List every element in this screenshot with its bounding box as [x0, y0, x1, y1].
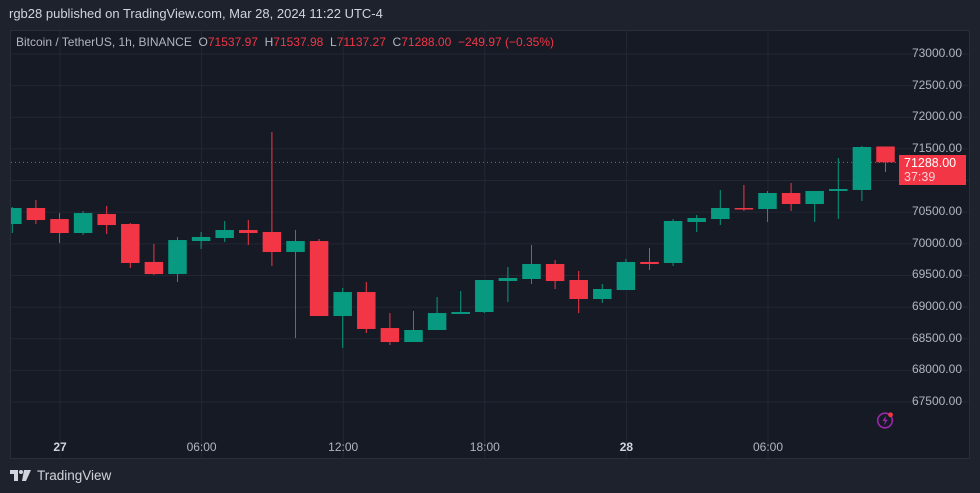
symbol-name: Bitcoin / TetherUS, 1h, BINANCE — [16, 35, 192, 49]
close-label: C — [392, 35, 402, 49]
candle — [215, 220, 234, 242]
price-tick-label: 71500.00 — [911, 140, 962, 155]
candle — [11, 206, 22, 233]
candle — [663, 219, 683, 267]
bar-countdown: 37:39 — [904, 170, 936, 184]
open-value: 71537.97 — [207, 35, 258, 49]
candle — [616, 259, 636, 291]
candle — [498, 266, 518, 303]
price-tick-label: 72000.00 — [911, 109, 962, 124]
candle — [333, 287, 352, 349]
candle — [475, 280, 494, 314]
close-value: 71288.00 — [401, 35, 452, 49]
price-tick-label: 67500.00 — [911, 394, 962, 408]
time-tick-label: 28 — [619, 440, 634, 454]
price-tick-label: 70000.00 — [911, 235, 962, 250]
candle — [191, 231, 211, 250]
candles — [11, 132, 895, 349]
candle — [309, 239, 329, 317]
candle — [144, 244, 164, 276]
price-tick-label: 70500.00 — [911, 204, 962, 219]
candle — [239, 220, 258, 246]
time-tick-label: 27 — [53, 440, 67, 454]
candle — [545, 259, 565, 289]
candle — [97, 205, 116, 235]
candle — [522, 245, 541, 284]
high-label: H — [264, 35, 274, 49]
candle — [286, 230, 305, 339]
last-price-tag: 71288.00 37:39 — [899, 155, 966, 185]
candle — [50, 213, 69, 243]
candle — [121, 223, 140, 268]
time-tick-label: 06:00 — [752, 440, 784, 454]
candle — [26, 200, 46, 225]
candle — [805, 190, 824, 222]
lightning-alert-icon[interactable] — [876, 411, 894, 429]
price-tick-label: 68000.00 — [911, 362, 962, 377]
candle — [262, 132, 282, 267]
candle — [758, 190, 777, 222]
time-tick-label: 06:00 — [186, 440, 217, 454]
candle — [852, 145, 872, 201]
price-tick-label: 69000.00 — [911, 299, 962, 314]
symbol-legend: Bitcoin / TetherUS, 1h, BINANCE O71537.9… — [16, 35, 554, 49]
tradingview-footer[interactable]: TradingView — [10, 468, 111, 483]
candle — [357, 281, 376, 334]
low-label: L — [330, 35, 337, 49]
price-tick-label: 68500.00 — [911, 330, 962, 345]
candle — [687, 215, 706, 232]
candle — [427, 297, 447, 330]
time-tick-label: 18:00 — [469, 440, 500, 454]
candle — [168, 236, 187, 283]
candle — [781, 183, 801, 211]
candle — [404, 311, 423, 343]
price-tick-label: 69500.00 — [911, 267, 962, 282]
high-value: 71537.98 — [273, 35, 324, 49]
tradingview-logo-icon — [10, 469, 31, 481]
published-caption: rgb28 published on TradingView.com, Mar … — [9, 6, 383, 21]
open-label: O — [198, 35, 208, 49]
candle — [829, 158, 848, 220]
candle — [569, 271, 588, 314]
change-value: −249.97 (−0.35%) — [457, 35, 555, 49]
grid-lines — [11, 31, 969, 458]
price-tick-label: 72500.00 — [911, 77, 962, 92]
candle — [380, 313, 400, 345]
candle — [73, 210, 93, 236]
candle — [711, 189, 730, 226]
candle — [640, 247, 659, 271]
last-price-value: 71288.00 — [904, 156, 957, 170]
candle — [876, 146, 895, 172]
price-tick-label: 73000.00 — [911, 46, 962, 60]
candle — [593, 283, 612, 303]
candle — [734, 184, 754, 211]
tradingview-brand: TradingView — [37, 468, 112, 483]
candle — [451, 291, 470, 314]
low-value: 71137.27 — [336, 35, 386, 49]
time-tick-label: 12:00 — [328, 440, 359, 454]
